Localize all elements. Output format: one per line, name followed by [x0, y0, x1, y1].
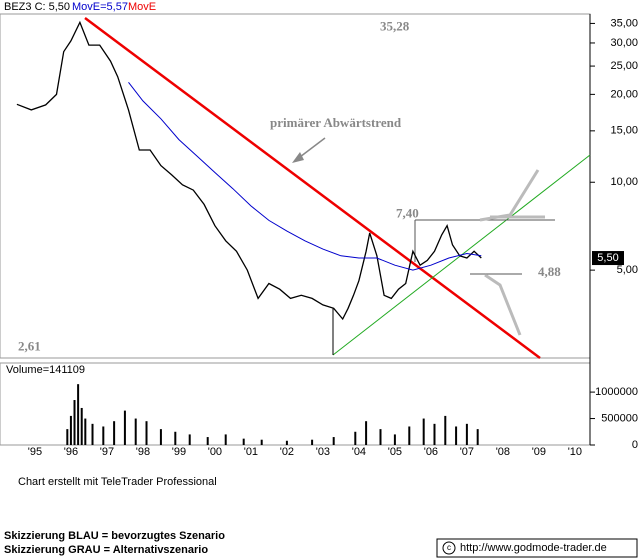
x-tick-label: '99 — [172, 446, 186, 458]
volume-bar — [80, 407, 83, 445]
moving-average-line — [128, 81, 482, 271]
volume-bar — [379, 429, 382, 445]
annotation: 4,88 — [538, 264, 561, 279]
volume-bar — [159, 429, 162, 445]
volume-bar — [354, 431, 357, 445]
volume-bar — [77, 384, 80, 445]
volume-bar — [66, 429, 69, 445]
volume-bar — [84, 418, 87, 445]
y-tick-label: 10,00 — [610, 176, 638, 188]
last-value-label: 5,50 — [597, 252, 618, 264]
x-tick-label: '02 — [280, 446, 294, 458]
volume-bar — [102, 426, 105, 445]
x-tick-label: '97 — [100, 446, 114, 458]
url-box — [436, 538, 638, 558]
footer-note: Skizzierung BLAU = bevorzugtes Szenario — [4, 530, 225, 542]
volume-bar — [422, 418, 425, 445]
footer-credit: Chart erstellt mit TeleTrader Profession… — [18, 476, 217, 488]
volume-title: Volume=141109 — [6, 364, 85, 376]
legend-trend: MovE — [128, 1, 156, 13]
volume-bar — [285, 440, 288, 445]
downtrend-line — [84, 16, 541, 360]
annotation: 2,61 — [18, 339, 41, 354]
annotation: 7,40 — [396, 205, 419, 220]
volume-bar — [123, 410, 126, 445]
volume-bar — [206, 437, 209, 445]
copyright-icon: c — [447, 543, 451, 552]
y-tick-label: 30,00 — [610, 37, 638, 49]
volume-bar — [433, 423, 436, 445]
volume-bar — [242, 438, 245, 445]
x-tick-label: '05 — [388, 446, 402, 458]
y-tick-label: 0 — [632, 439, 638, 451]
volume-bar — [444, 415, 447, 445]
volume-bar — [73, 400, 76, 445]
volume-bar — [134, 418, 137, 445]
x-tick-label: '10 — [568, 446, 582, 458]
x-tick-label: '09 — [532, 446, 546, 458]
x-tick-label: '95 — [28, 446, 42, 458]
volume-bar — [476, 429, 479, 445]
y-tick-label: 500000 — [601, 412, 638, 424]
volume-panel — [0, 362, 591, 446]
x-tick-label: '07 — [460, 446, 474, 458]
scenario-arrow — [484, 273, 522, 336]
volume-bar — [465, 423, 468, 445]
footer-note: Skizzierung GRAU = Alternativszenario — [4, 544, 208, 556]
price-panel — [0, 13, 591, 359]
annotation: 35,28 — [380, 18, 410, 33]
footer-url[interactable]: http://www.godmode-trader.de — [460, 542, 607, 554]
volume-bar — [393, 434, 396, 445]
volume-bar — [311, 439, 314, 445]
x-tick-label: '00 — [208, 446, 222, 458]
volume-bar — [224, 434, 227, 445]
volume-bar — [174, 431, 177, 445]
x-tick-label: '96 — [64, 446, 78, 458]
price-line — [16, 20, 482, 321]
legend-symbol: BEZ3 C: 5,50 — [4, 1, 70, 13]
last-value-box — [592, 251, 624, 266]
y-tick-label: 20,00 — [610, 88, 638, 100]
volume-bar — [91, 423, 94, 445]
volume-bar — [365, 421, 368, 445]
x-tick-label: '01 — [244, 446, 258, 458]
y-tick-label: 5,00 — [617, 264, 638, 276]
x-tick-label: '04 — [352, 446, 366, 458]
volume-bar — [145, 421, 148, 445]
x-tick-label: '98 — [136, 446, 150, 458]
legend-ma: MovE=5,57 — [72, 1, 128, 13]
volume-bar — [113, 421, 116, 445]
x-tick-label: '06 — [424, 446, 438, 458]
volume-bar — [69, 415, 72, 445]
y-tick-label: 35,00 — [610, 17, 638, 29]
annotation: primärer Abwärtstrend — [270, 115, 402, 130]
y-tick-label: 1000000 — [595, 386, 638, 398]
volume-bar — [455, 426, 458, 445]
annotation-arrow-head — [292, 152, 304, 163]
volume-bar — [260, 439, 263, 445]
volume-bar — [188, 434, 191, 445]
copyright-icon — [442, 541, 456, 555]
volume-bar — [408, 426, 411, 445]
x-tick-label: '08 — [496, 446, 510, 458]
y-tick-label: 15,00 — [610, 125, 638, 137]
x-tick-label: '03 — [316, 446, 330, 458]
y-tick-label: 25,00 — [610, 60, 638, 72]
volume-bar — [332, 437, 335, 445]
